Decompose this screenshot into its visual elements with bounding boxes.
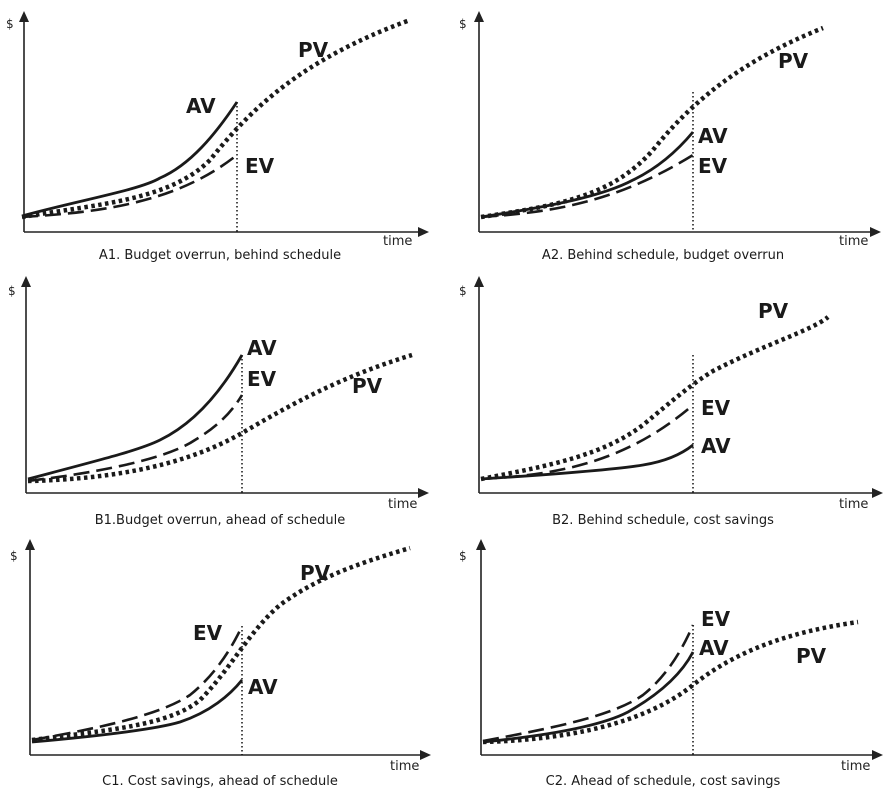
av-label: AV <box>186 94 216 118</box>
av-curve <box>27 354 244 481</box>
panel-b1: $ time AV EV PV B1.Budget overrun, ahead… <box>0 265 440 530</box>
x-axis-label: time <box>839 234 868 249</box>
x-axis-arrow-icon <box>418 488 429 498</box>
ev-label: EV <box>698 154 728 178</box>
y-axis-arrow-icon <box>474 11 484 22</box>
y-axis-arrow-icon <box>21 276 31 287</box>
panel-caption: B2. Behind schedule, cost savings <box>552 513 774 528</box>
panel-a1-chart: $ time PV AV EV <box>6 11 429 249</box>
av-label: AV <box>699 636 729 660</box>
y-axis-symbol: $ <box>10 549 18 563</box>
pv-curve <box>21 17 411 220</box>
panel-c1-chart: $ time PV EV AV <box>10 539 431 774</box>
av-curve <box>480 131 695 219</box>
pv-label: PV <box>298 38 329 62</box>
pv-curve <box>480 25 824 220</box>
panel-b2-chart: $ time PV EV AV <box>459 276 883 512</box>
ev-curve <box>27 394 244 483</box>
pv-curve <box>31 545 411 743</box>
y-axis-symbol: $ <box>459 549 467 563</box>
pv-label: PV <box>300 561 331 585</box>
panel-a2: $ time PV AV EV A2. Behind schedule, bud… <box>443 0 883 265</box>
panel-b1-chart: $ time AV EV PV <box>8 276 429 512</box>
pv-label: PV <box>796 644 827 668</box>
ev-curve <box>480 404 694 481</box>
panel-c2: $ time EV AV PV C2. Ahead of schedule, c… <box>443 530 883 792</box>
panel-caption: C1. Cost savings, ahead of schedule <box>102 774 338 789</box>
x-axis-arrow-icon <box>872 488 883 498</box>
ev-label: EV <box>247 367 277 391</box>
panel-c2-chart: $ time EV AV PV <box>459 539 883 774</box>
x-axis-label: time <box>839 497 868 512</box>
av-label: AV <box>698 124 728 148</box>
ev-label: EV <box>701 396 731 420</box>
av-curve <box>480 443 694 481</box>
pv-label: PV <box>778 49 809 73</box>
ev-label: EV <box>245 154 275 178</box>
av-label: AV <box>247 336 277 360</box>
x-axis-label: time <box>841 759 870 774</box>
pv-label: PV <box>758 299 789 323</box>
ev-label: EV <box>701 607 731 631</box>
x-axis-label: time <box>388 497 417 512</box>
x-axis-label: time <box>390 759 419 774</box>
x-axis-arrow-icon <box>870 227 881 237</box>
av-label: AV <box>701 434 731 458</box>
y-axis-arrow-icon <box>476 539 486 550</box>
y-axis-symbol: $ <box>6 17 14 31</box>
panel-b2: $ time PV EV AV B2. Behind schedule, cos… <box>443 265 883 530</box>
pv-label: PV <box>352 374 383 398</box>
pv-curve <box>480 315 830 482</box>
y-axis-symbol: $ <box>8 284 16 298</box>
ev-curve <box>480 153 694 219</box>
ev-curve <box>31 625 244 742</box>
av-curve <box>482 651 695 744</box>
av-label: AV <box>248 675 278 699</box>
panel-c1: $ time PV EV AV C1. Cost savings, ahead … <box>0 530 440 792</box>
y-axis-symbol: $ <box>459 17 467 31</box>
panel-a1: $ time PV AV EV A1. Budget overrun, behi… <box>0 0 440 265</box>
x-axis-label: time <box>383 234 412 249</box>
y-axis-arrow-icon <box>19 11 29 22</box>
av-curve <box>21 101 239 218</box>
panel-caption: B1.Budget overrun, ahead of schedule <box>94 513 346 528</box>
y-axis-arrow-icon <box>25 539 35 550</box>
y-axis-arrow-icon <box>474 276 484 287</box>
panel-caption: A1. Budget overrun, behind schedule <box>98 248 342 263</box>
panel-a2-chart: $ time PV AV EV <box>459 11 881 249</box>
ev-label: EV <box>193 621 223 645</box>
ev-curve <box>21 153 238 219</box>
x-axis-arrow-icon <box>418 227 429 237</box>
x-axis-arrow-icon <box>872 750 883 760</box>
panel-caption: C2. Ahead of schedule, cost savings <box>545 774 781 789</box>
x-axis-arrow-icon <box>420 750 431 760</box>
ev-curve <box>482 624 695 743</box>
y-axis-symbol: $ <box>459 284 467 298</box>
panel-caption: A2. Behind schedule, budget overrun <box>541 248 785 263</box>
av-curve <box>31 679 244 744</box>
